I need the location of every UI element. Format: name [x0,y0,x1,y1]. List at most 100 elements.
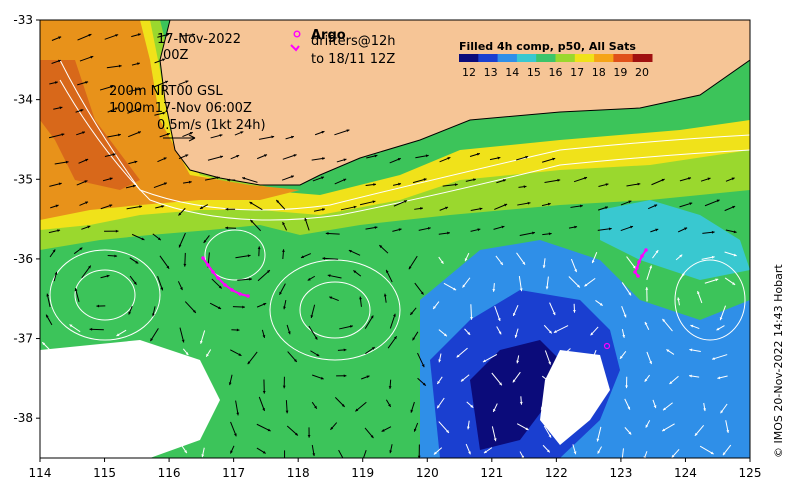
velocity-arrow [256,302,267,308]
velocity-arrow [518,185,527,189]
colorbar-swatch [594,54,614,62]
colorbar-tick-label: 20 [635,66,649,79]
drifter-legend-icon [290,44,300,52]
drifter-track [201,256,250,298]
velocity-arrow [385,399,392,408]
eddy-contour-central-inner [299,281,371,339]
velocity-arrow [516,423,529,431]
velocity-arrow [465,443,471,455]
velocity-arrow [311,374,324,380]
velocity-arrow [716,325,725,331]
velocity-arrow [348,249,361,256]
velocity-arrow [230,349,242,357]
velocity-arrow [76,131,86,136]
x-tick-label: 125 [739,466,762,480]
velocity-arrow [129,275,137,285]
velocity-arrow [334,397,346,408]
velocity-arrow [572,444,577,455]
velocity-arrow [671,449,680,458]
velocity-arrow [181,445,188,454]
velocity-arrow [44,397,53,406]
x-tick-label: 115 [93,466,116,480]
y-tick-label: -33 [13,13,33,27]
velocity-arrow [51,59,62,64]
velocity-arrow [41,341,50,350]
velocity-arrow [385,269,393,283]
velocity-arrow [383,293,387,303]
velocity-arrow [438,231,450,235]
velocity-arrow [261,329,266,339]
velocity-arrow [697,290,703,304]
drifter-fix [640,254,644,258]
velocity-arrow [543,425,552,438]
velocity-arrow [247,351,258,365]
velocity-arrow [392,182,402,186]
velocity-arrow [491,426,497,442]
drifter-tracks [201,248,648,350]
y-tick-label: -36 [13,252,33,266]
velocity-arrow [720,403,728,414]
velocity-arrow [590,326,599,336]
velocity-arrow [178,80,189,86]
velocity-arrow [183,252,187,267]
velocity-arrow [48,419,56,433]
velocity-arrow [587,376,600,386]
velocity-arrow [492,283,496,292]
velocity-arrow [201,447,205,458]
velocity-arrow [549,302,556,316]
velocity-arrow [725,420,730,433]
velocity-arrow [436,397,445,409]
velocity-arrow [177,281,183,291]
velocity-arrow [568,402,572,411]
velocity-arrow [198,422,206,432]
velocity-arrow [518,276,523,292]
velocity-arrow [77,33,92,41]
velocity-arrow [700,177,711,182]
velocity-arrow [102,177,113,182]
velocity-arrow [595,300,603,306]
y-axis: -33 -34 -35 -36 -37 -38 [13,13,40,425]
drifter-fix [223,283,227,287]
velocity-arrow [286,324,291,335]
velocity-arrow [387,335,398,349]
velocity-arrow [337,348,347,352]
sst-band-darkorange [40,60,140,190]
velocity-arrow [717,375,728,380]
velocity-arrow [542,258,546,269]
velocity-arrow [74,288,80,303]
velocity-arrow [151,445,157,454]
velocity-arrow [284,450,286,458]
velocity-arrow [53,106,63,110]
drifter-fix [246,294,250,298]
drifter-track [633,248,648,278]
velocity-arrow [517,201,531,206]
colorbar-tick-label: 19 [613,66,627,79]
velocity-arrow [81,265,92,279]
velocity-arrow [73,247,83,255]
velocity-arrow [464,252,470,262]
velocity-arrow [96,377,102,390]
velocity-arrow [413,422,419,432]
scale-label: 0.5m/s (1kt 24h) [157,118,266,133]
velocity-arrow [415,154,429,159]
velocity-arrow [287,351,298,363]
velocity-arrow [495,255,504,266]
velocity-arrow [493,225,505,230]
velocity-arrow [644,321,650,330]
velocity-arrow [250,219,262,232]
velocity-arrow [542,444,551,453]
velocity-arrow [679,177,692,182]
velocity-arrow [516,355,520,364]
drifter-legend-label: drifters@12h [311,34,396,49]
velocity-arrow [232,305,245,309]
velocity-arrow [104,229,119,233]
model-label: 200m NRT00 GSL [109,84,223,99]
velocity-arrow [77,81,89,86]
velocity-arrow [688,374,700,378]
velocity-arrow [652,399,657,409]
velocity-arrow [199,204,209,210]
velocity-arrow [516,155,529,161]
drifter-fix [238,292,242,296]
velocity-arrow [275,199,286,210]
velocity-arrow [78,158,89,164]
